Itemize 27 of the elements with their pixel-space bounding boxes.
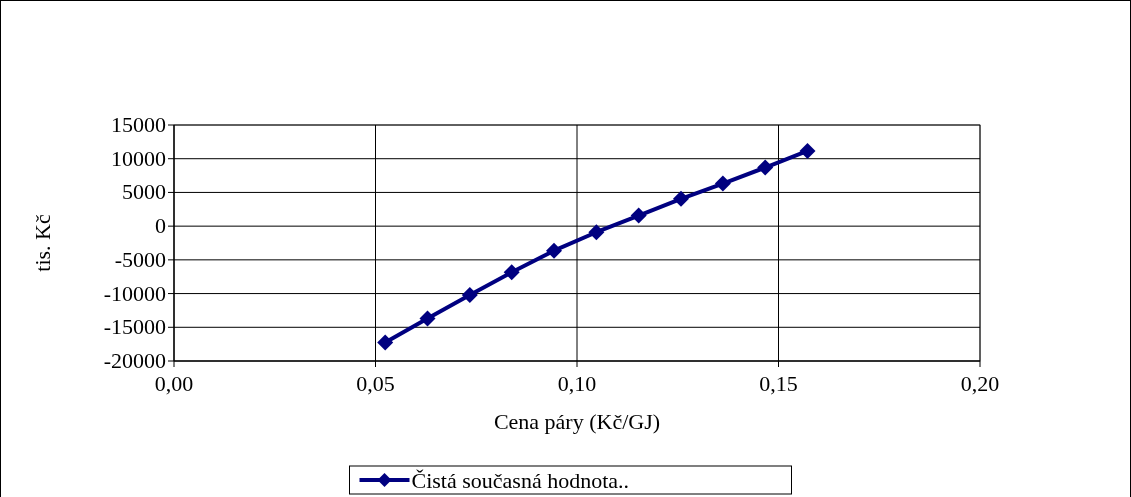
y-tick-label: 10000 [111,145,166,171]
legend-label: Čistá současná hodnota.. [411,468,630,493]
y-tick-label: 0 [155,213,166,239]
x-tick-label: 0,05 [356,371,395,396]
x-tick-label: 0,00 [154,371,194,396]
x-axis-title: Cena páry (Kč/GJ) [493,409,661,434]
x-tick-label: 0,15 [759,371,798,396]
y-tick-label: 5000 [122,179,166,205]
point [630,207,647,224]
y-tick-label: -5000 [114,246,166,272]
point [546,242,563,259]
point [461,287,478,304]
y-tick-label: -20000 [103,348,166,373]
point [799,142,816,159]
x-tick-label: 0,10 [557,371,597,396]
point [588,224,605,241]
point [757,159,774,176]
y-axis-title: tis. Kč [30,214,55,272]
y-tick-label: -10000 [103,280,166,306]
y-tick-label: -15000 [103,314,166,340]
point [377,334,394,351]
point [672,190,689,207]
point [714,175,731,192]
point [503,264,520,281]
point [419,310,436,327]
x-tick-label: 0,20 [960,371,1000,396]
y-tick-label: 15000 [111,112,166,137]
